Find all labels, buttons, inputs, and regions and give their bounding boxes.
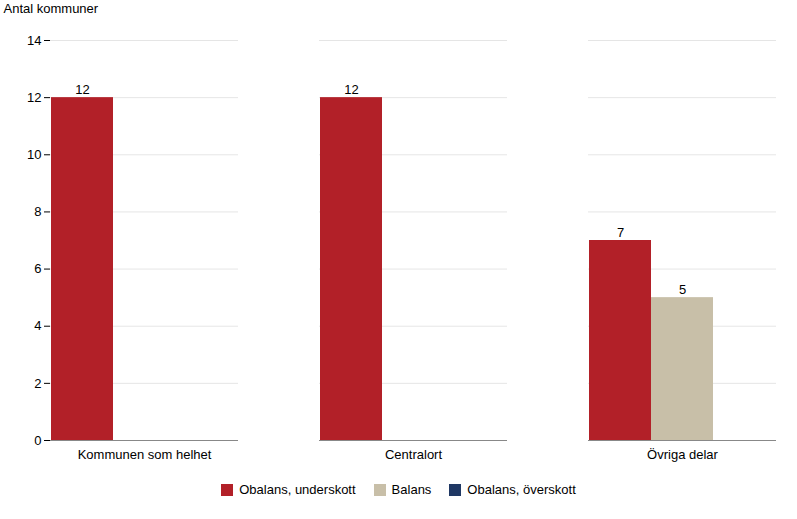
svg-text:5: 5	[679, 282, 686, 297]
svg-text:0: 0	[34, 433, 41, 448]
svg-text:10: 10	[27, 147, 41, 162]
svg-text:12: 12	[344, 82, 358, 97]
html-text:Balans: Balans	[391, 482, 432, 497]
html-text:Obalans, underskott: Obalans, underskott	[239, 482, 356, 497]
svg-text:12: 12	[27, 90, 41, 105]
svg-text:Antal kommuner: Antal kommuner	[4, 1, 99, 16]
svg-text:6: 6	[34, 261, 41, 276]
html-text:Obalans, överskott: Obalans, överskott	[467, 482, 576, 497]
svg-text:8: 8	[34, 204, 41, 219]
svg-text:Kommunen som helhet: Kommunen som helhet	[78, 447, 212, 462]
svg-text:12: 12	[75, 82, 89, 97]
svg-text:2: 2	[34, 376, 41, 391]
svg-text:Övriga delar: Övriga delar	[647, 447, 718, 462]
svg-text:4: 4	[34, 318, 41, 333]
svg-text:7: 7	[617, 225, 624, 240]
svg-text:14: 14	[27, 33, 41, 48]
svg-text:Centralort: Centralort	[385, 447, 442, 462]
